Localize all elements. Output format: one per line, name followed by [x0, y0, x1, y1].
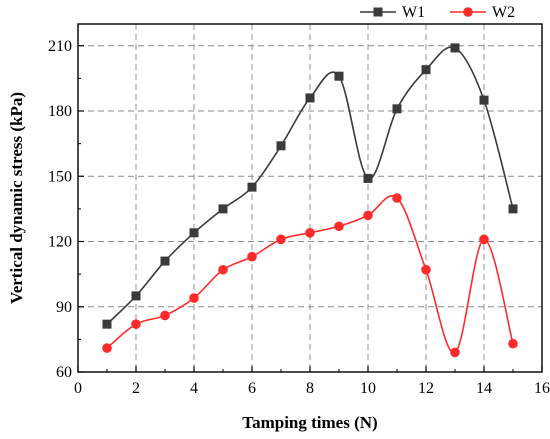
data-point: [392, 104, 402, 114]
series-W1: [102, 43, 518, 329]
tick-labels: 0 2 4 6 8 10 12 14 16 60 90 120 150 180 210: [48, 38, 550, 397]
x-tick-label: 14: [476, 380, 492, 397]
x-tick-label: 16: [534, 380, 550, 397]
axis-ticks: [77, 45, 543, 373]
y-axis-title: Vertical dynamic stress (kPa): [7, 92, 26, 304]
x-tick-label: 2: [132, 380, 140, 397]
data-point: [247, 182, 257, 192]
data-point: [479, 234, 489, 245]
data-point: [305, 93, 315, 103]
data-point: [189, 293, 199, 303]
data-point: [392, 193, 402, 203]
data-point: [421, 264, 431, 275]
data-point: [131, 319, 141, 329]
data-point: [334, 71, 344, 81]
data-point: [276, 234, 286, 245]
x-tick-label: 0: [74, 380, 82, 397]
grid-lines: [78, 24, 542, 372]
y-tick-label: 120: [48, 234, 72, 251]
data-point: [334, 221, 344, 232]
data-point: [189, 228, 199, 238]
y-tick-label: 210: [48, 38, 72, 55]
data-point: [508, 338, 518, 349]
legend-label: W1: [402, 4, 425, 21]
y-tick-label: 150: [48, 168, 72, 185]
y-tick-label: 90: [56, 299, 72, 316]
data-point: [363, 173, 373, 183]
legend-label: W2: [492, 4, 515, 21]
data-point: [305, 228, 315, 238]
data-point: [160, 256, 170, 266]
legend-item-W2: W2: [450, 4, 515, 21]
data-point: [218, 204, 228, 214]
data-point: [247, 251, 257, 262]
x-tick-label: 4: [190, 380, 198, 397]
y-tick-label: 180: [48, 103, 72, 120]
data-point: [421, 65, 431, 75]
x-axis-title: Tamping times (N): [242, 413, 377, 432]
data-point: [450, 347, 460, 358]
legend-item-W1: W1: [360, 4, 425, 21]
legend: W1 W2: [360, 4, 515, 21]
series-layer: [102, 43, 518, 358]
data-point: [450, 43, 460, 53]
data-point: [102, 343, 112, 353]
series-W2: [102, 193, 518, 358]
x-tick-label: 12: [418, 380, 434, 397]
data-point: [276, 141, 286, 151]
data-point: [160, 310, 170, 321]
x-tick-label: 6: [248, 380, 256, 397]
data-point: [508, 204, 518, 214]
legend-marker: [373, 7, 383, 17]
data-point: [479, 95, 489, 105]
legend-marker: [463, 7, 473, 17]
data-point: [102, 319, 112, 329]
data-point: [363, 210, 373, 221]
data-point: [131, 291, 141, 301]
y-tick-label: 60: [56, 364, 72, 381]
x-tick-label: 8: [306, 380, 314, 397]
data-point: [218, 264, 228, 275]
x-tick-label: 10: [360, 380, 376, 397]
